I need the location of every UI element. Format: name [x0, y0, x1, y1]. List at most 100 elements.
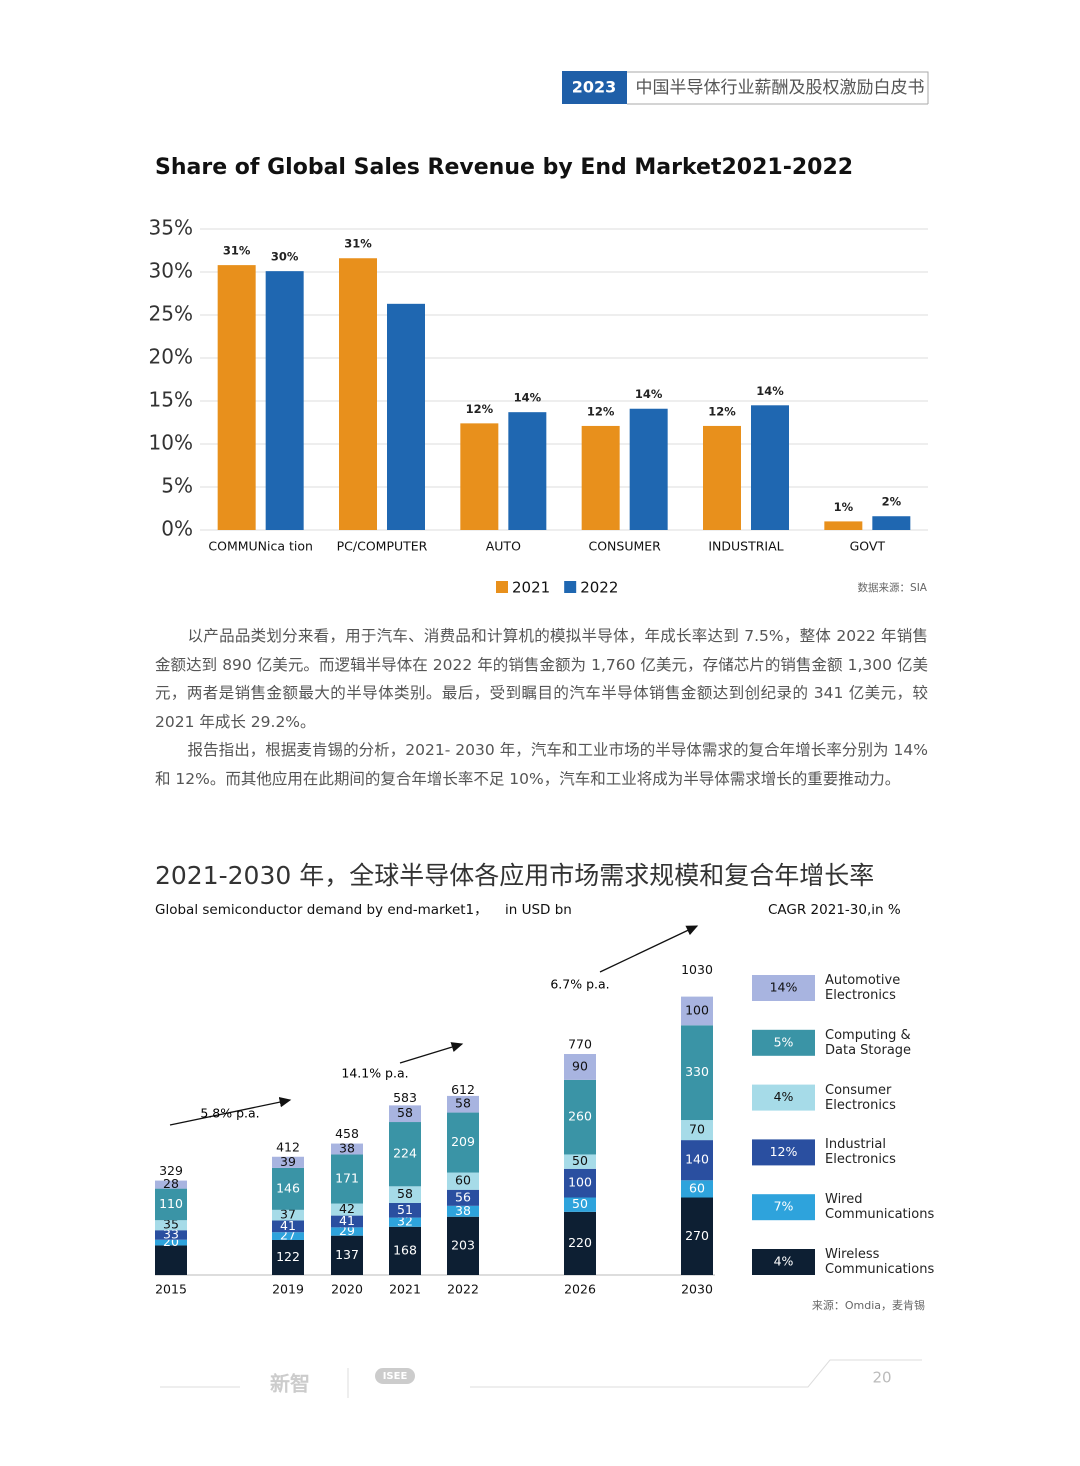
bar-segment: [272, 1232, 304, 1240]
data-label: 38: [455, 1203, 471, 1218]
y-tick-label: 30%: [149, 259, 193, 283]
chart-title: Share of Global Sales Revenue by End Mar…: [155, 155, 853, 180]
bar: [265, 271, 304, 530]
bar: [703, 425, 741, 530]
data-label: 50: [572, 1196, 588, 1211]
data-label: 122: [276, 1249, 300, 1264]
bar: [508, 412, 547, 530]
bar-segment: [564, 1154, 596, 1169]
bar-segment: [331, 1215, 363, 1228]
x-tick-label: GOVT: [850, 539, 886, 554]
bar-segment: [155, 1188, 187, 1221]
paragraph: 报告指出，根据麦肯锡的分析，2021- 2030 年，汽车和工业市场的半导体需求…: [155, 741, 928, 788]
data-label: 168: [393, 1242, 417, 1257]
data-label: 28: [163, 1176, 179, 1191]
x-tick-label: 2026: [564, 1282, 596, 1297]
legend-cagr: 7%: [774, 1199, 794, 1214]
total-label: 458: [335, 1126, 359, 1141]
data-label: 37: [280, 1207, 296, 1222]
bar: [751, 405, 789, 530]
total-label: 329: [159, 1163, 183, 1178]
total-label: 612: [451, 1082, 475, 1097]
bar-segment: [155, 1220, 187, 1231]
total-label: 770: [568, 1037, 592, 1052]
y-tick-label: 25%: [149, 302, 193, 326]
legend-label: Wired Communications: [825, 1192, 935, 1223]
bar: [581, 425, 620, 530]
data-label: 330: [685, 1064, 709, 1079]
x-tick-label: 2022: [447, 1282, 479, 1297]
data-label: 2%: [882, 495, 902, 509]
y-tick-label: 5%: [161, 474, 193, 498]
data-label: 50: [572, 1153, 588, 1168]
total-label: 412: [276, 1139, 300, 1154]
y-tick-label: 15%: [149, 388, 193, 412]
bar-segment: [155, 1180, 187, 1189]
legend-swatch: [496, 581, 508, 593]
bar-segment: [272, 1220, 304, 1233]
legend-swatch: [564, 581, 577, 593]
data-label: 12%: [708, 404, 736, 418]
x-tick-label: PC/COMPUTER: [337, 539, 428, 554]
bar-segment: [389, 1122, 421, 1187]
legend-cagr: 4%: [774, 1089, 794, 1104]
y-tick-label: 20%: [149, 345, 193, 369]
bar-segment: [564, 1197, 596, 1212]
chart-title: 2021-2030 年，全球半导体各应用市场需求规模和复合年增长率: [155, 861, 874, 890]
bar-segment: [389, 1202, 421, 1218]
legend-title: CAGR 2021-30,in %: [768, 902, 901, 918]
annotation: 14.1% p.a.: [341, 1066, 408, 1081]
data-label: 35: [163, 1217, 179, 1232]
legend-label: Industrial Electronics: [825, 1137, 896, 1168]
unit: in USD bn: [505, 902, 572, 918]
x-tick-label: 2030: [681, 1282, 713, 1297]
legend-swatch: [752, 1139, 815, 1166]
y-tick-label: 35%: [149, 216, 193, 240]
page-number: 20: [872, 1369, 891, 1387]
bar: [460, 423, 499, 530]
total-label: 583: [393, 1090, 417, 1105]
data-label: 1%: [834, 500, 854, 514]
data-label: 137: [335, 1247, 359, 1262]
bar-segment: [681, 996, 713, 1026]
legend-cagr: 4%: [774, 1254, 794, 1269]
data-label: 12%: [587, 404, 615, 418]
data-label: 60: [689, 1180, 705, 1195]
bar-segment: [681, 1140, 713, 1181]
bar-segment: [447, 1095, 479, 1113]
data-label: 203: [451, 1237, 475, 1252]
paragraph: 以产品品类划分来看，用于汽车、消费品和计算机的模拟半导体，年成长率达到 7.5%…: [155, 627, 928, 731]
bar-segment: [389, 1226, 421, 1275]
data-label: 14%: [514, 391, 542, 405]
bar: [872, 516, 911, 530]
legend-label: Automotive Electronics: [825, 973, 901, 1003]
data-label: 140: [685, 1152, 709, 1167]
data-label: 146: [276, 1180, 300, 1195]
bar-segment: [447, 1189, 479, 1206]
x-tick-label: AUTO: [486, 539, 521, 554]
data-label: 100: [685, 1002, 709, 1017]
data-label: 110: [159, 1196, 183, 1211]
data-label: 30%: [271, 250, 299, 264]
x-tick-label: 2019: [272, 1282, 304, 1297]
legend-label: Computing & Data Storage: [825, 1027, 912, 1058]
footer-logo: 新智: [270, 1372, 310, 1396]
legend-swatch: [752, 1029, 815, 1056]
data-label: 14%: [756, 384, 784, 398]
data-label: 42: [339, 1201, 355, 1216]
data-label: 220: [568, 1235, 592, 1250]
x-tick-label: INDUSTRIAL: [708, 539, 783, 554]
bar-segment: [564, 1054, 596, 1080]
legend-label: Consumer Electronics: [825, 1082, 896, 1113]
source: 数据来源：SIA: [858, 581, 928, 594]
bar-segment: [272, 1167, 304, 1210]
bar-segment: [331, 1203, 363, 1216]
bar-segment: [447, 1172, 479, 1190]
bar-segment: [272, 1209, 304, 1221]
bar-segment: [155, 1239, 187, 1246]
annotation: 5.8% p.a.: [200, 1106, 259, 1121]
data-label: 39: [280, 1154, 296, 1169]
bar-segment: [272, 1156, 304, 1168]
bar-segment: [331, 1143, 363, 1155]
